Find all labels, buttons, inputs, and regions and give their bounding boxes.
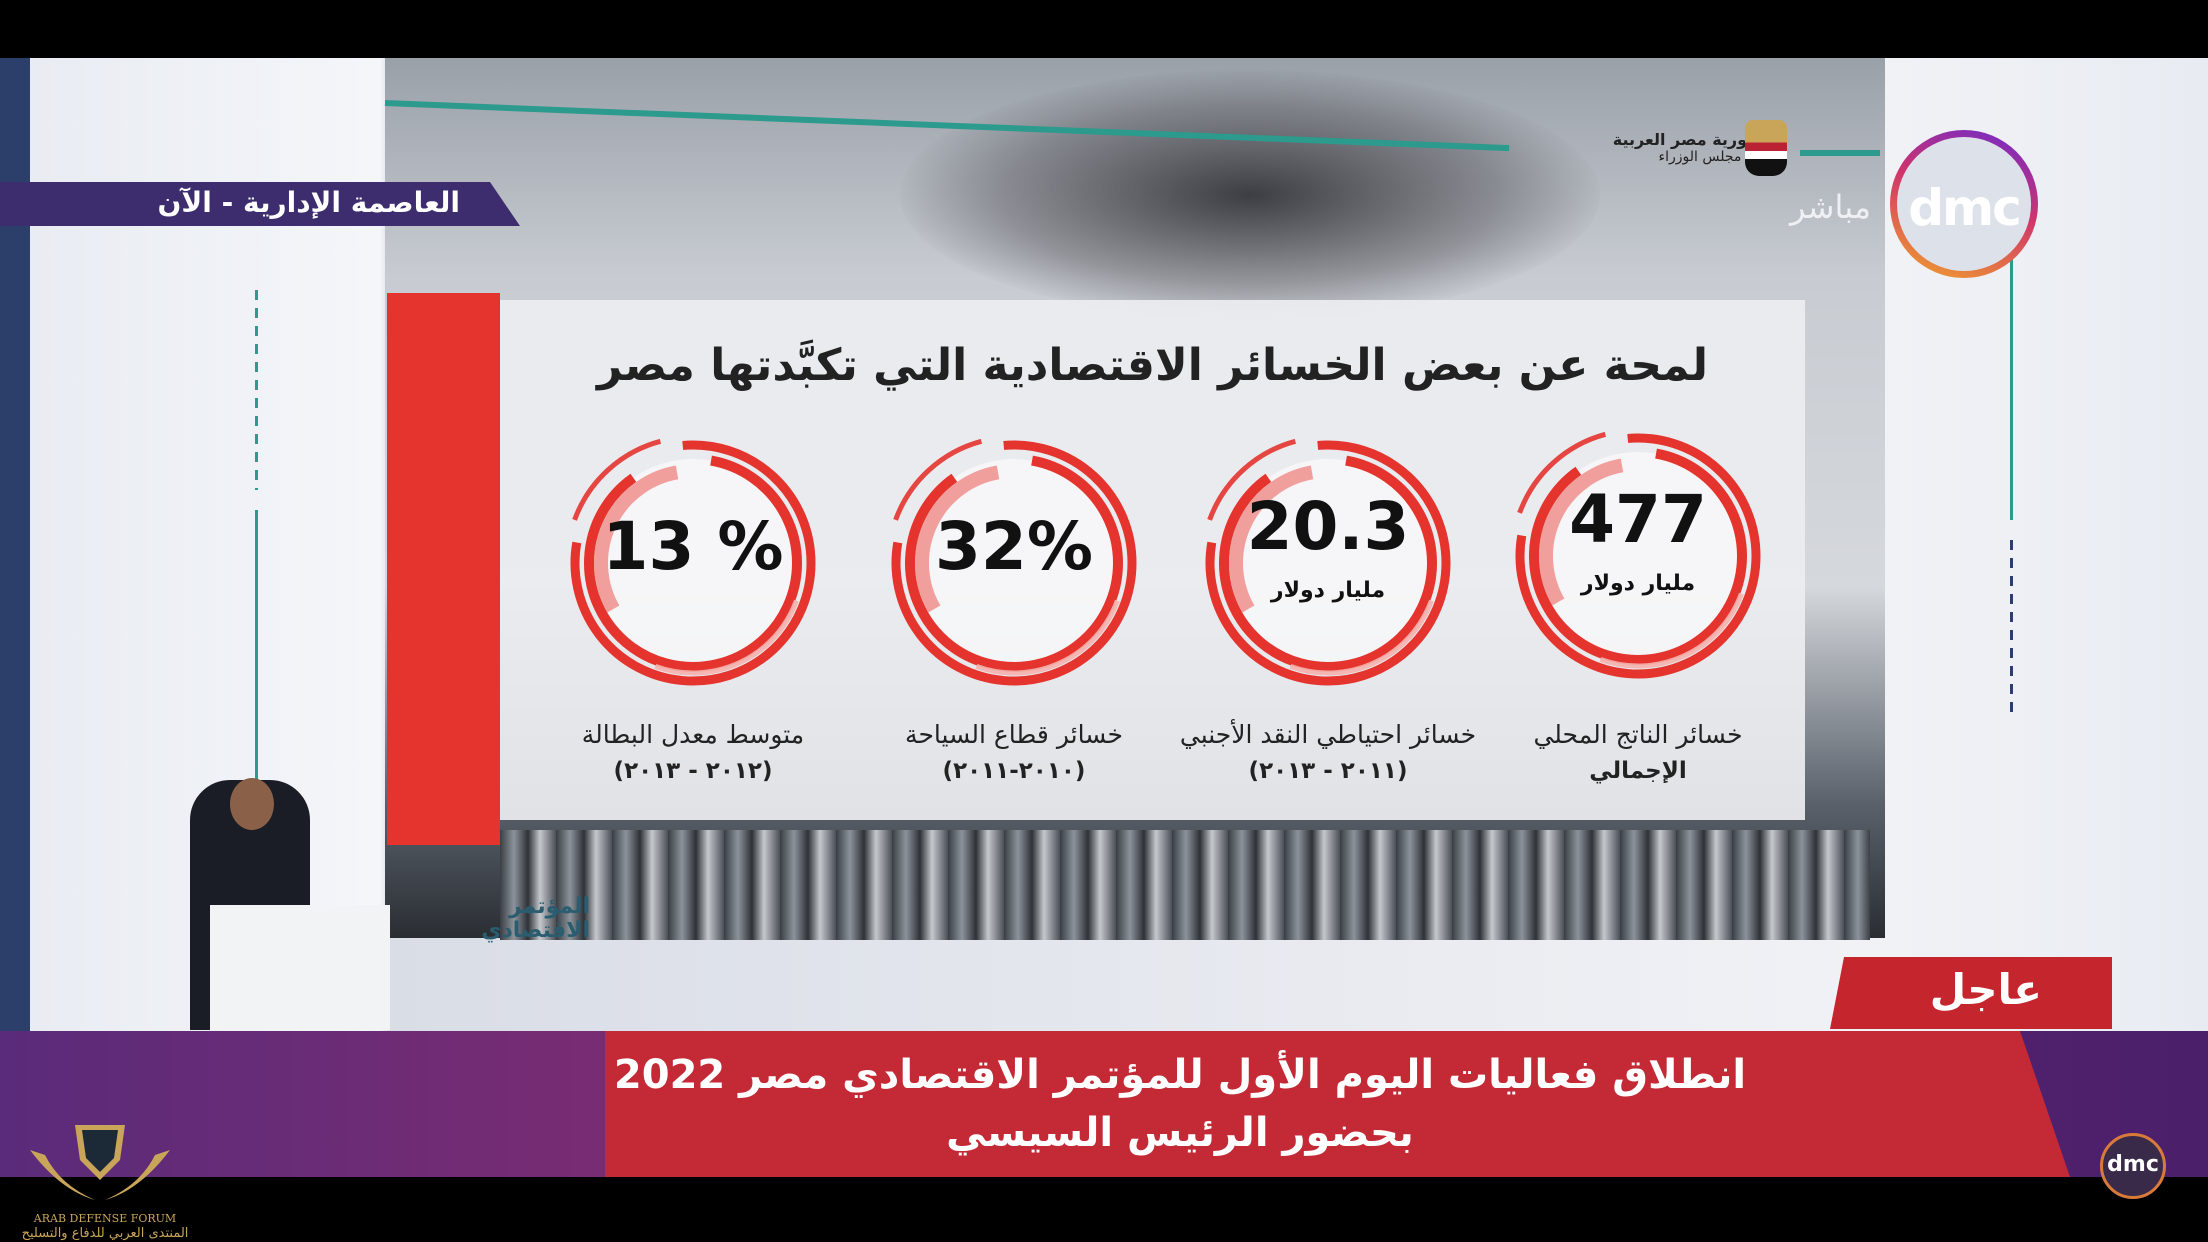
live-label: مباشر xyxy=(1790,188,1872,226)
ticker-line-1: انطلاق فعاليات اليوم الأول للمؤتمر الاقت… xyxy=(613,1052,1747,1098)
stat-ring xyxy=(1205,438,1451,686)
ticker-band-red xyxy=(605,1031,2070,1177)
location-tag: العاصمة الإدارية - الآن xyxy=(0,182,520,226)
stat-value: 13 % xyxy=(602,508,784,585)
dmc-small-logo: dmc xyxy=(2100,1133,2166,1199)
stat-ring xyxy=(891,438,1137,686)
shield-wings-icon xyxy=(30,1125,170,1200)
conference-logo: المؤتمر الاقتصادي xyxy=(481,894,590,943)
urgent-tag: عاجل xyxy=(1830,957,2112,1029)
traffic-image xyxy=(500,830,1870,940)
egypt-eagle-emblem-icon xyxy=(1745,120,1787,176)
urgent-label: عاجل xyxy=(1929,965,2042,1014)
ticker-line-2: بحضور الرئيس السيسي xyxy=(946,1110,1414,1156)
government-header: جمهورية مصر العربية رئاسة مجلس الوزراء xyxy=(1500,130,1780,165)
stat-period: الإجمالي xyxy=(1589,758,1687,784)
infographic-title: لمحة عن بعض الخسائر الاقتصادية التي تكبَ… xyxy=(596,340,1709,391)
watermark-ar: المنتدى العربي للدفاع والتسليح xyxy=(21,1226,189,1241)
location-text: العاصمة الإدارية - الآن xyxy=(157,186,460,219)
stat-label: خسائر احتياطي النقد الأجنبي xyxy=(1179,720,1477,749)
stat-unit: مليار دولار xyxy=(1580,571,1696,596)
stat-period: (٢٠١٠-٢٠١١) xyxy=(942,758,1086,784)
stat-label: خسائر قطاع السياحة xyxy=(905,720,1123,749)
gov-line2: رئاسة مجلس الوزراء xyxy=(1658,149,1780,165)
stat-value: 32% xyxy=(935,508,1093,585)
podium xyxy=(210,905,390,1030)
stat-period: (٢٠١١ - ٢٠١٣) xyxy=(1248,758,1408,784)
stat-label: خسائر الناتج المحلي xyxy=(1533,720,1743,749)
smoke-image xyxy=(900,70,1600,320)
dmc-logo: dmc xyxy=(1890,130,2038,278)
gov-line1: جمهورية مصر العربية xyxy=(1612,130,1780,149)
stat-ring xyxy=(1515,431,1761,679)
stat-ring xyxy=(570,438,816,686)
dmc-logo-text: dmc xyxy=(1908,179,2022,237)
arab-defense-forum-watermark: ARAB DEFENSE FORUM المنتدى العربي للدفاع… xyxy=(20,1120,188,1241)
stat-value: 477 xyxy=(1569,481,1707,558)
speaker-head xyxy=(230,778,274,830)
watermark-en: ARAB DEFENSE FORUM xyxy=(33,1212,177,1225)
stat-unit: مليار دولار xyxy=(1270,578,1386,603)
stat-value: 20.3 xyxy=(1246,488,1410,565)
stat-period: (٢٠١٢ - ٢٠١٣) xyxy=(613,758,773,784)
red-accent-strip xyxy=(387,293,500,845)
stat-label: متوسط معدل البطالة xyxy=(581,720,805,749)
